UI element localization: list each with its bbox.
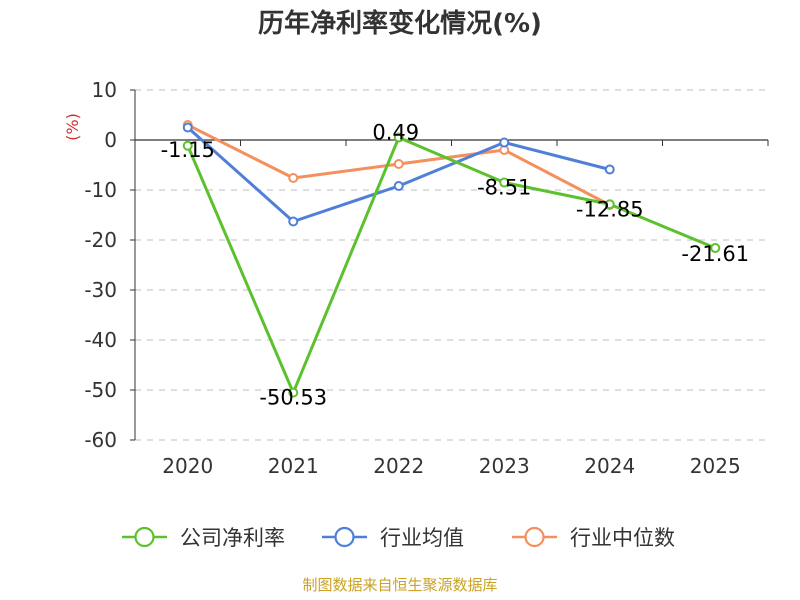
x-tick-label: 2020	[162, 454, 213, 478]
y-tick-label: -30	[84, 278, 117, 302]
series-point	[499, 137, 510, 148]
series-point	[288, 387, 299, 398]
x-tick-label: 2025	[690, 454, 741, 478]
legend-item[interactable]: 公司净利率	[122, 526, 285, 550]
y-tick-label: 0	[104, 128, 117, 152]
data-label: -12.85	[576, 197, 644, 221]
y-tick-label: 10	[92, 78, 117, 102]
series-point	[499, 177, 510, 188]
series-point	[393, 159, 404, 169]
series-point	[288, 173, 299, 183]
data-label: -1.15	[161, 138, 215, 162]
series-point	[393, 181, 404, 191]
grid-lines	[135, 89, 768, 441]
x-tick-label: 2024	[584, 454, 635, 478]
legend-circle-icon	[524, 526, 545, 548]
source-note: 制图数据来自恒生聚源数据库	[302, 576, 497, 594]
y-tick-label: -10	[84, 178, 117, 202]
data-label: -21.61	[681, 242, 749, 266]
y-tick-label: -20	[84, 228, 117, 252]
series-lines	[182, 120, 721, 398]
legend-circle-icon	[134, 526, 155, 548]
legend-item[interactable]: 行业中位数	[512, 526, 675, 550]
legend-item[interactable]: 行业均值	[322, 526, 464, 550]
data-labels: -1.15 -50.53 0.49 -8.51 -12.85 -21.61	[161, 121, 750, 410]
series-point	[604, 199, 615, 210]
x-tick-label: 2021	[268, 454, 319, 478]
y-axis-unit-label: (%)	[63, 113, 82, 141]
x-tick-label: 2022	[373, 454, 424, 478]
legend[interactable]: 公司净利率 行业均值 行业中位数	[122, 526, 675, 550]
series-point	[288, 216, 299, 227]
x-tick-label: 2023	[479, 454, 530, 478]
data-label: -50.53	[259, 386, 327, 410]
series-point	[710, 243, 721, 254]
data-label: 0.49	[372, 121, 419, 145]
series-point	[182, 140, 193, 151]
series-point	[604, 164, 615, 175]
legend-label: 行业均值	[380, 526, 464, 550]
legend-label: 公司净利率	[180, 526, 285, 550]
y-tick-label: -40	[84, 328, 117, 352]
y-tick-label: -60	[84, 428, 117, 452]
legend-label: 行业中位数	[570, 526, 675, 550]
data-label: -8.51	[477, 176, 531, 200]
series-point	[393, 132, 404, 143]
legend-circle-icon	[334, 526, 355, 548]
series-point	[182, 122, 193, 133]
chart-title: 历年净利率变化情况(%)	[258, 8, 542, 39]
axes: 10 0 -10 -20 -30 -40 -50 -60 2020 2021 2022 2023 202…	[84, 78, 769, 478]
y-tick-label: -50	[84, 378, 117, 402]
series-line	[186, 136, 716, 395]
